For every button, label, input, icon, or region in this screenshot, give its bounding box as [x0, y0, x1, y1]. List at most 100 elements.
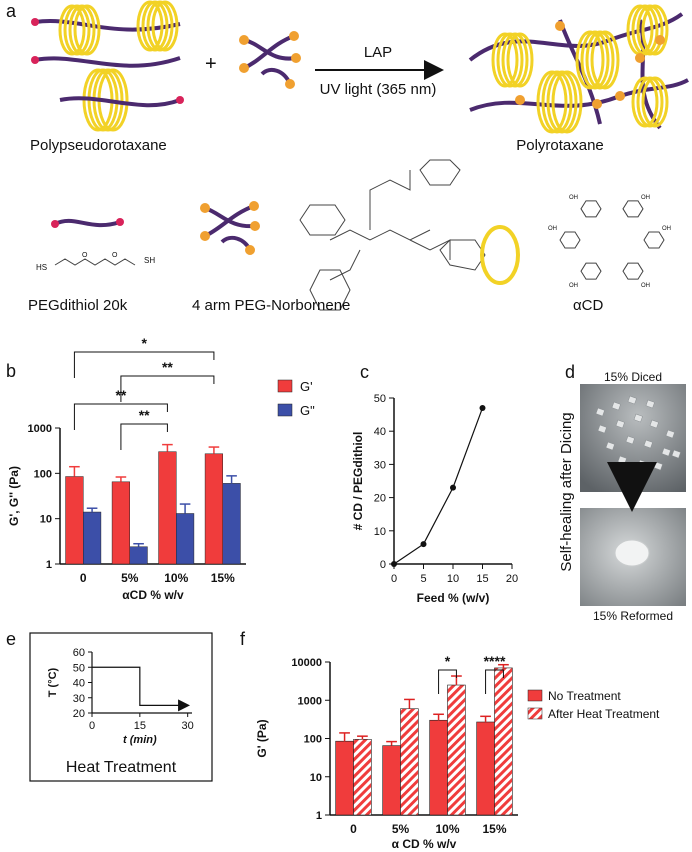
significance-bracket [73, 403, 168, 430]
norbornene-end [289, 31, 299, 41]
y-tick-label: 40 [73, 678, 85, 690]
structure-bond [299, 204, 346, 236]
structure-bond [309, 269, 351, 311]
y-axis-label: T (°C) [47, 667, 59, 697]
x-tick-label: 20 [506, 573, 518, 585]
bar-after-heat [400, 708, 419, 816]
x-tick-label: 0 [80, 571, 87, 585]
panel-label-c: c [360, 362, 369, 382]
norbornene-end [291, 53, 301, 63]
network-chain [469, 78, 689, 112]
caption-diced: 15% Diced [604, 370, 662, 384]
peg-chain [34, 56, 181, 68]
y-tick-label: 10000 [291, 657, 322, 669]
bar-g-double-prime [222, 483, 241, 565]
peg-norbornene-structure [299, 159, 486, 311]
thiol-end [31, 18, 39, 26]
x-tick-label: 15% [482, 822, 506, 836]
significance-marker: ** [162, 359, 173, 375]
legend-swatch [277, 379, 293, 393]
side-label-self-healing: Self-healing after Dicing [558, 412, 575, 571]
panel-caption: Heat Treatment [66, 759, 177, 776]
legend-label: G" [300, 403, 315, 418]
o-label-1: O [82, 252, 88, 259]
y-tick-label: 20 [73, 708, 85, 720]
y-tick-label: 30 [374, 459, 386, 471]
crosslinker-illustration [239, 31, 301, 89]
x-tick-label: 0 [89, 720, 95, 732]
norbornene-end [249, 201, 259, 211]
peg-norbornene-glyph [200, 201, 260, 255]
y-tick-label: 1 [46, 559, 52, 571]
bar-no-treatment [335, 740, 354, 816]
legend-label: After Heat Treatment [548, 707, 660, 721]
legend-label: G' [300, 379, 313, 394]
bar-g-prime [65, 476, 84, 565]
thiol-end [31, 56, 39, 64]
sh-label-left: HS [36, 263, 47, 272]
y-tick-label: 100 [304, 734, 322, 746]
glucose-unit [622, 200, 644, 218]
norbornene-end [200, 231, 210, 241]
cyclodextrin-ring [636, 4, 664, 56]
cyclodextrin-ring [641, 4, 669, 56]
gel-piece [645, 399, 655, 409]
series-line [393, 407, 484, 565]
norbornene-end [615, 91, 625, 101]
gel-piece [595, 407, 605, 417]
bar-g-prime [158, 451, 177, 565]
cyclodextrin-ring [136, 0, 164, 52]
gel-piece [627, 395, 637, 405]
legend-norbornene: 4 arm PEG-Norbornene [192, 297, 350, 314]
panel-d-photos: 15% Diced 15% Reformed Self-healing afte… [558, 370, 686, 623]
bar-no-treatment [429, 719, 448, 816]
gel-piece [633, 413, 643, 423]
oh-label: OH [662, 226, 671, 232]
y-tick-label: 1 [316, 810, 322, 822]
o-label-2: O [112, 252, 118, 259]
cyclodextrin-ring [491, 32, 519, 88]
oh-label: OH [569, 195, 578, 201]
pegdithiol-glyph [51, 218, 124, 228]
network-chain [558, 19, 602, 125]
gel-piece [611, 401, 621, 411]
data-point [420, 541, 427, 548]
panel-frame [29, 632, 213, 782]
cyclodextrin-ring [575, 30, 605, 90]
significance-bracket [120, 375, 215, 402]
cyclodextrin-ring [151, 0, 179, 52]
significance-marker: ** [139, 407, 150, 423]
significance-bracket [73, 351, 215, 378]
y-axis-label: # CD / PEGdithiol [351, 432, 365, 531]
cyclodextrin-ring [551, 70, 583, 134]
cyclodextrin-ring [73, 4, 101, 56]
oh-label: OH [641, 283, 650, 289]
sh-label-right: SH [144, 256, 155, 265]
gel-piece [643, 439, 653, 449]
norbornene-end [285, 79, 295, 89]
panel-a-schematic: + LAP UV light (365 nm) Polypseudorotaxa… [28, 0, 689, 314]
gel-piece [615, 419, 625, 429]
significance-bracket [120, 423, 168, 450]
legend-swatch [277, 403, 293, 417]
gel-piece [649, 419, 659, 429]
x-axis-label: αCD % w/v [122, 588, 184, 602]
gel-piece [605, 441, 615, 451]
y-tick-label: 0 [380, 559, 386, 571]
cyclodextrin-ring [590, 30, 620, 90]
structure-bond [439, 239, 486, 271]
bar-no-treatment [382, 745, 401, 816]
legend-pegdithiol: PEGdithiol 20k [28, 297, 128, 314]
panel-label-f: f [240, 629, 246, 649]
structure-bond [369, 170, 411, 230]
glucose-unit [580, 200, 602, 218]
gel-piece [671, 449, 681, 459]
reformed-hydrogel [614, 539, 650, 567]
legend-swatch [527, 689, 543, 702]
legend-label: No Treatment [548, 689, 621, 703]
cyclodextrin-ring [541, 70, 573, 134]
bar-after-heat [494, 667, 513, 816]
bar-g-double-prime [129, 546, 148, 565]
